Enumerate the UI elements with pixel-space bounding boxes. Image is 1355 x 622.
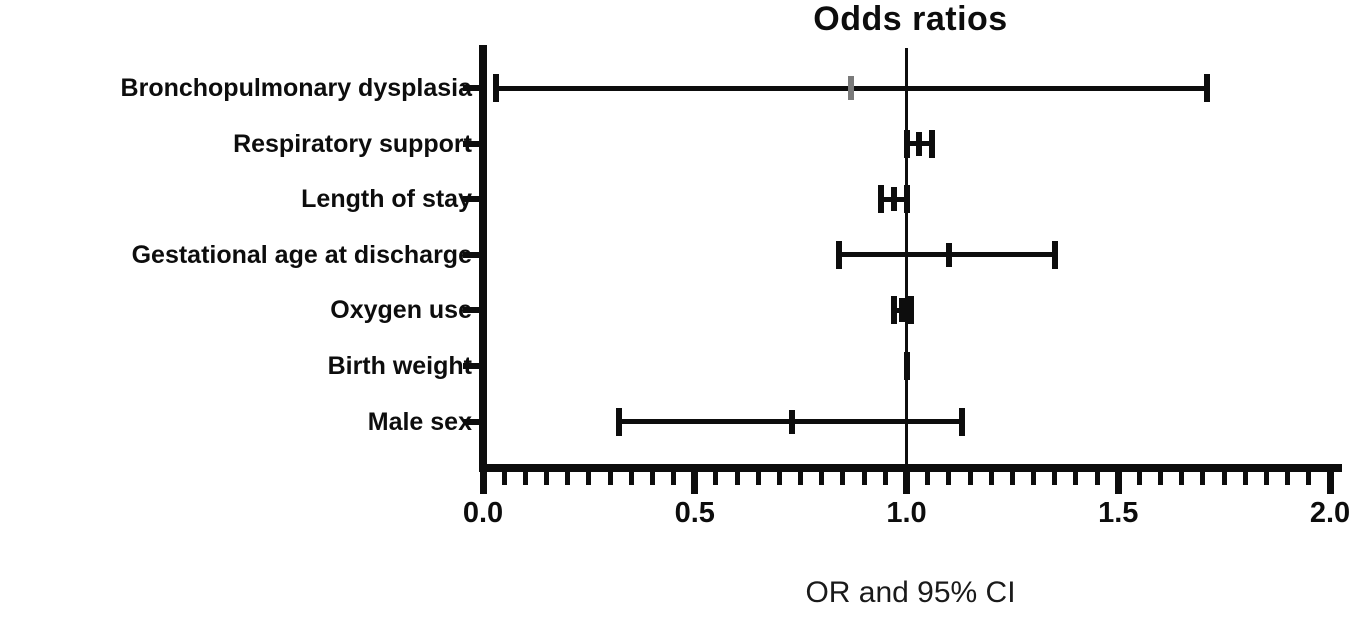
y-tick (463, 251, 483, 258)
x-major-tick (691, 464, 699, 494)
x-minor-tick (607, 464, 613, 485)
x-minor-tick (1306, 464, 1312, 485)
x-axis-line (479, 464, 1342, 472)
x-minor-tick (544, 464, 550, 485)
x-minor-tick (1009, 464, 1015, 485)
y-tick (463, 363, 483, 369)
x-tick-label: 0.5 (674, 497, 715, 529)
x-minor-tick (671, 464, 677, 485)
ci-cap-high (1051, 240, 1058, 269)
category-label: Bronchopulmonary dysplasia (120, 74, 472, 102)
x-minor-tick (840, 464, 846, 485)
x-minor-tick (798, 464, 804, 485)
ci-cap-high (1204, 74, 1211, 102)
x-minor-tick (946, 464, 952, 485)
x-tick-label: 1.5 (1098, 497, 1139, 529)
x-minor-tick (734, 464, 740, 485)
x-minor-tick (882, 464, 888, 485)
or-marker (890, 187, 897, 212)
x-minor-tick (628, 464, 634, 485)
ci-cap-high (907, 296, 914, 325)
x-major-tick (903, 464, 910, 494)
ci-cap-low (878, 185, 885, 214)
category-label: Length of stay (301, 185, 472, 214)
x-minor-tick (713, 464, 719, 485)
ci-cap-high (903, 185, 910, 214)
or-marker (903, 354, 910, 378)
x-minor-tick (1031, 464, 1037, 485)
x-minor-tick (819, 464, 825, 485)
x-tick-label: 2.0 (1309, 497, 1351, 529)
x-minor-tick (1073, 464, 1079, 485)
category-label: Respiratory support (233, 129, 472, 158)
or-marker (945, 242, 952, 267)
or-marker (916, 131, 923, 156)
x-minor-tick (1052, 464, 1058, 485)
y-tick (463, 196, 483, 203)
or-marker (848, 76, 855, 100)
y-tick (463, 307, 483, 314)
ci-cap-low (615, 407, 622, 436)
y-axis-spine (479, 45, 487, 472)
x-minor-tick (861, 464, 867, 485)
x-minor-tick (925, 464, 931, 485)
x-minor-tick (1200, 464, 1206, 485)
x-minor-tick (565, 464, 571, 485)
x-minor-tick (1263, 464, 1269, 485)
chart-title: Odds ratios (813, 0, 1008, 38)
y-tick (463, 140, 483, 147)
x-minor-tick (755, 464, 761, 485)
x-tick-label: 1.0 (886, 497, 927, 529)
x-axis-label: OR and 95% CI (805, 576, 1016, 609)
x-major-tick (1114, 464, 1122, 494)
or-marker (789, 409, 796, 434)
x-minor-tick (776, 464, 782, 485)
or-marker (899, 298, 906, 323)
category-label: Oxygen use (330, 296, 472, 325)
x-minor-tick (1158, 464, 1164, 485)
x-minor-tick (1179, 464, 1185, 485)
y-tick (463, 85, 483, 91)
x-minor-tick (967, 464, 973, 485)
y-tick (463, 418, 483, 425)
x-minor-tick (501, 464, 507, 485)
x-minor-tick (1136, 464, 1142, 485)
ci-cap-low (903, 129, 910, 158)
x-minor-tick (586, 464, 592, 485)
ci-cap-high (928, 129, 935, 158)
x-minor-tick (1242, 464, 1248, 485)
ci-cap-low (492, 74, 499, 102)
ci-cap-high (958, 407, 965, 436)
x-major-tick (479, 464, 487, 494)
x-minor-tick (1221, 464, 1227, 485)
ci-cap-low (890, 296, 897, 325)
x-major-tick (1326, 464, 1334, 494)
category-label: Male sex (367, 407, 472, 436)
x-minor-tick (1094, 464, 1100, 485)
x-minor-tick (988, 464, 994, 485)
x-minor-tick (649, 464, 655, 485)
x-tick-label: 0.0 (462, 497, 504, 529)
x-minor-tick (522, 464, 528, 485)
ci-cap-low (835, 240, 842, 269)
category-label: Birth weight (327, 352, 472, 380)
category-label: Gestational age at discharge (131, 240, 472, 269)
x-minor-tick (1285, 464, 1291, 485)
